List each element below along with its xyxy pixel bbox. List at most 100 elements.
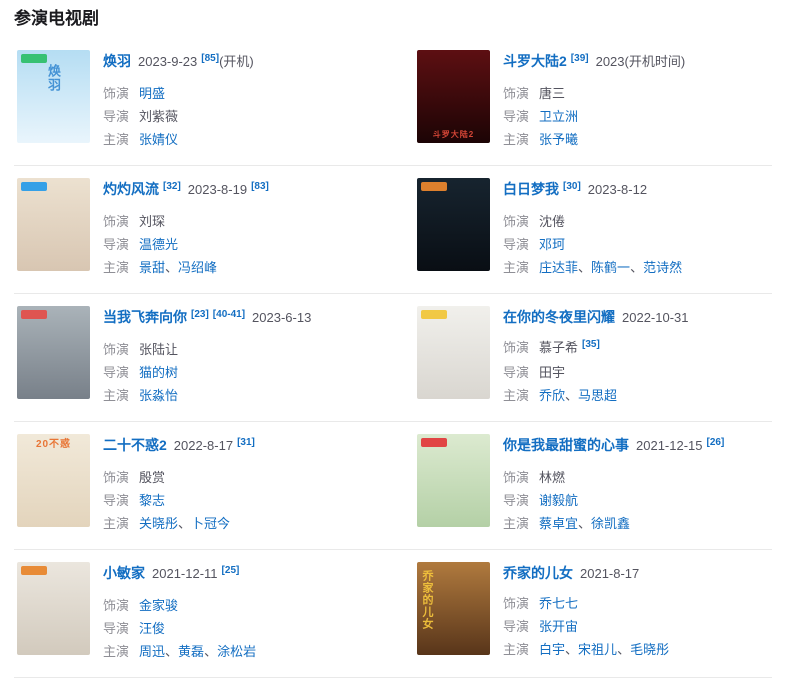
- show-header: 当我飞奔向你 [23] [40-41] 2023-6-13: [103, 308, 311, 329]
- person-link[interactable]: 蔡卓宜: [539, 516, 579, 531]
- credit-label: 导演: [503, 109, 530, 124]
- person-link[interactable]: 黎志: [139, 493, 166, 508]
- show-title-link[interactable]: 你是我最甜蜜的心事: [503, 437, 629, 453]
- show-title-link[interactable]: 小敏家: [103, 565, 145, 581]
- person-link[interactable]: 卜冠今: [191, 516, 231, 531]
- citation-ref-link[interactable]: [35]: [582, 339, 600, 350]
- person-link[interactable]: 马思超: [578, 388, 618, 403]
- person-link[interactable]: 冯绍峰: [178, 260, 218, 275]
- poster-image[interactable]: [17, 178, 90, 271]
- tv-show-item: 你是我最甜蜜的心事 2021-12-15 [26] 饰演 林燃 导演 谢毅航 主演 蔡卓宜、徐凯…: [414, 434, 786, 535]
- show-title-link[interactable]: 灼灼风流: [103, 181, 159, 197]
- person-link[interactable]: 张婧仪: [139, 132, 179, 147]
- air-date: 2021-12-11: [152, 566, 218, 581]
- poster-image[interactable]: 乔家的儿女: [417, 562, 490, 655]
- poster-image[interactable]: [17, 306, 90, 399]
- citation-ref-link[interactable]: [30]: [563, 181, 581, 192]
- citation-ref-link[interactable]: [23]: [191, 309, 209, 320]
- platform-badge-icon: [21, 182, 47, 191]
- person-link[interactable]: 庄达菲: [539, 260, 579, 275]
- person-link[interactable]: 范诗然: [643, 260, 683, 275]
- platform-badge-icon: [421, 182, 447, 191]
- credit-label: 导演: [503, 619, 530, 634]
- show-title-link[interactable]: 乔家的儿女: [503, 565, 573, 581]
- person-link[interactable]: 邓珂: [539, 237, 566, 252]
- show-title-link[interactable]: 当我飞奔向你: [103, 309, 187, 325]
- poster-image[interactable]: 焕羽: [17, 50, 90, 143]
- show-title-link[interactable]: 二十不惑2: [103, 437, 167, 453]
- person-link[interactable]: 景甜: [139, 260, 166, 275]
- person-link[interactable]: 张予曦: [539, 132, 579, 147]
- citation-ref-link[interactable]: [85]: [201, 53, 220, 64]
- person-link[interactable]: 涂松岩: [217, 644, 257, 659]
- citation-ref-link[interactable]: [26]: [706, 437, 725, 448]
- person-link[interactable]: 张开宙: [539, 619, 579, 634]
- show-info: 二十不惑2 2022-8-17 [31] 饰演 殷赏 导演 黎志 主演 关晓彤、卜冠今: [103, 434, 255, 535]
- person-link[interactable]: 金家骏: [139, 598, 179, 613]
- poster-image[interactable]: [17, 562, 90, 655]
- show-header: 二十不惑2 2022-8-17 [31]: [103, 436, 255, 457]
- credit-row: 饰演 明盛: [103, 82, 254, 105]
- credit-row: 主演 乔欣、马思超: [503, 384, 689, 407]
- person-link[interactable]: 陈鹤一: [591, 260, 631, 275]
- credit-label: 主演: [103, 644, 130, 659]
- person-link[interactable]: 周迅: [139, 644, 166, 659]
- poster-image[interactable]: [417, 178, 490, 271]
- person-link[interactable]: 卫立洲: [539, 109, 579, 124]
- citation-ref-link[interactable]: [25]: [221, 565, 240, 576]
- credit-row: 饰演 唐三: [503, 82, 685, 105]
- person-link[interactable]: 张淼怡: [139, 388, 179, 403]
- citation-ref-link[interactable]: [31]: [237, 437, 255, 448]
- person-link[interactable]: 猫的树: [139, 365, 179, 380]
- credit-label: 导演: [103, 493, 130, 508]
- person-link[interactable]: 白宇: [539, 642, 566, 657]
- person-link[interactable]: 乔七七: [539, 596, 579, 611]
- credit-label: 饰演: [503, 86, 530, 101]
- credit-row: 导演 猫的树: [103, 361, 311, 384]
- person-link[interactable]: 汪俊: [139, 621, 166, 636]
- tv-show-item: 斗罗大陆2 斗罗大陆2 [39] 2023(开机时间) 饰演 唐三 导演 卫立洲 主演 张予曦: [414, 50, 786, 151]
- platform-badge-icon: [21, 310, 47, 319]
- person-link[interactable]: 宋祖儿: [578, 642, 618, 657]
- credit-label: 主演: [503, 516, 530, 531]
- tv-show-item: 灼灼风流 [32] 2023-8-19 [83] 饰演 刘琛 导演 温德光 主演 景甜、冯绍峰: [14, 178, 414, 279]
- show-header: 焕羽 2023-9-23 [85](开机): [103, 52, 254, 73]
- poster-image[interactable]: 斗罗大陆2: [417, 50, 490, 143]
- show-title-link[interactable]: 斗罗大陆2: [503, 53, 567, 69]
- person-link[interactable]: 徐凯鑫: [591, 516, 631, 531]
- show-info: 你是我最甜蜜的心事 2021-12-15 [26] 饰演 林燃 导演 谢毅航 主演 蔡卓宜、徐凯…: [503, 434, 724, 535]
- show-info: 当我飞奔向你 [23] [40-41] 2023-6-13 饰演 张陆让 导演 猫的树 主演 张淼…: [103, 306, 311, 407]
- credit-row: 饰演 林燃: [503, 466, 724, 489]
- person-link[interactable]: 黄磊: [178, 644, 205, 659]
- show-title-link[interactable]: 白日梦我: [503, 181, 559, 197]
- person-link[interactable]: 明盛: [139, 86, 166, 101]
- citation-ref-link[interactable]: [32]: [163, 181, 181, 192]
- credit-row: 导演 卫立洲: [503, 105, 685, 128]
- show-title-link[interactable]: 在你的冬夜里闪耀: [503, 309, 615, 325]
- poster-image[interactable]: [417, 306, 490, 399]
- credit-row: 主演 张淼怡: [103, 384, 311, 407]
- credit-row: 导演 田宇: [503, 361, 689, 384]
- credit-row: 导演 刘紫薇: [103, 105, 254, 128]
- person-link[interactable]: 毛晓彤: [630, 642, 670, 657]
- credit-label: 导演: [503, 237, 530, 252]
- credit-label: 导演: [103, 237, 130, 252]
- person-link[interactable]: 谢毅航: [539, 493, 579, 508]
- poster-title-text: 焕羽: [46, 64, 61, 92]
- poster-image[interactable]: 20不惑: [17, 434, 90, 527]
- credit-row: 饰演 金家骏: [103, 594, 256, 617]
- credit-label: 饰演: [503, 596, 530, 611]
- person-link[interactable]: 乔欣: [539, 388, 566, 403]
- person-link[interactable]: 关晓彤: [139, 516, 179, 531]
- poster-image[interactable]: [417, 434, 490, 527]
- credit-row: 饰演 殷赏: [103, 466, 255, 489]
- credit-label: 导演: [503, 365, 530, 380]
- credit-label: 主演: [503, 642, 530, 657]
- citation-ref-link[interactable]: [39]: [570, 53, 589, 64]
- show-info: 乔家的儿女 2021-8-17 饰演 乔七七 导演 张开宙 主演 白宇、宋祖儿、毛晓彤: [503, 562, 669, 663]
- citation-ref-link[interactable]: [40-41]: [212, 309, 246, 320]
- credit-row: 主演 庄达菲、陈鹤一、范诗然: [503, 256, 682, 279]
- show-title-link[interactable]: 焕羽: [103, 53, 131, 69]
- citation-ref-link[interactable]: [83]: [251, 181, 269, 192]
- person-link[interactable]: 温德光: [139, 237, 179, 252]
